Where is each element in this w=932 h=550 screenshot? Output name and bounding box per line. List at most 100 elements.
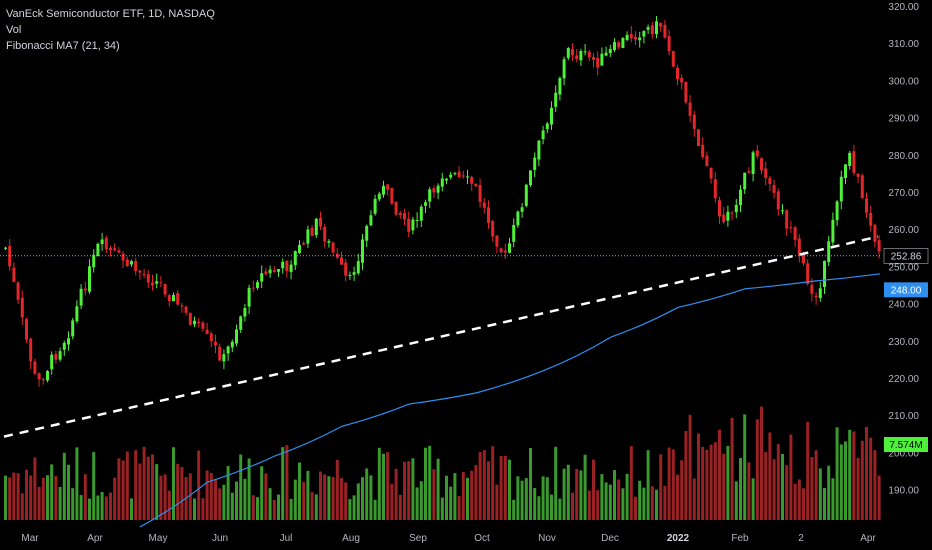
candle-body <box>373 198 377 214</box>
candle-body <box>491 220 495 237</box>
y-tick-label: 200.00 <box>888 448 919 459</box>
volume-bar <box>629 446 633 520</box>
volume-bar <box>512 499 516 520</box>
candle-body <box>688 102 692 116</box>
volume-bar <box>230 492 234 520</box>
volume-bar <box>155 464 159 520</box>
candle-body <box>785 210 789 229</box>
candle-body <box>646 27 650 30</box>
dashed-trendline[interactable] <box>3 235 879 438</box>
candle-body <box>432 188 436 193</box>
volume-bar <box>478 452 482 520</box>
ma-indicator-label[interactable]: Fibonacci MA7 (21, 34) <box>6 40 120 52</box>
volume-bar <box>617 479 621 520</box>
candle-body <box>734 204 738 213</box>
candle-body <box>684 81 688 103</box>
candle-body <box>797 238 801 255</box>
volume-bar <box>67 464 70 520</box>
candle-body <box>104 237 108 250</box>
candle-body <box>503 250 507 253</box>
volume-bar <box>209 472 213 520</box>
volume-bar <box>117 458 121 520</box>
volume-bar <box>571 492 574 520</box>
volume-bar <box>869 437 873 520</box>
volume-bar <box>789 434 793 520</box>
candle-body <box>806 263 810 285</box>
candle-body <box>226 346 230 354</box>
volume-bar <box>92 452 96 520</box>
candle-body <box>352 272 356 275</box>
volume-bar <box>415 487 419 520</box>
volume-bar <box>75 447 79 520</box>
symbol-title[interactable]: VanEck Semiconductor ETF, 1D, NASDAQ <box>6 8 215 20</box>
candle-body <box>642 31 646 37</box>
volume-bar <box>600 474 604 520</box>
chart-legend: VanEck Semiconductor ETF, 1D, NASDAQ Vol… <box>6 6 215 54</box>
candle-body <box>239 316 243 330</box>
volume-bar <box>100 491 104 520</box>
volume-bar <box>172 447 175 520</box>
y-tick-label: 230.00 <box>888 337 919 348</box>
candle-body <box>151 282 154 286</box>
x-tick-label: May <box>149 533 168 544</box>
price-axis[interactable]: 190.00 200.00 210.00 220.00 230.00 240.00 250.… <box>888 2 919 497</box>
candle-body <box>848 152 852 166</box>
x-tick-label: 2022 <box>667 533 690 544</box>
volume-bar <box>125 451 129 520</box>
candle-body <box>117 250 121 253</box>
candle-body <box>428 189 432 202</box>
candle-body <box>71 320 75 337</box>
volume-bar <box>705 449 709 520</box>
candle-body <box>877 240 881 252</box>
volume-bar <box>176 463 180 520</box>
candle-body <box>142 274 146 276</box>
candle-body <box>827 241 831 263</box>
candle-body <box>407 218 411 232</box>
volume-bar <box>818 468 822 520</box>
volume-bar <box>71 488 75 520</box>
x-tick-label: Apr <box>87 533 103 544</box>
volume-bar <box>642 487 646 520</box>
volume-bar <box>667 447 671 520</box>
volume-bar <box>12 472 16 520</box>
candle-body <box>701 144 705 157</box>
volume-bar <box>541 476 545 520</box>
candle-body <box>562 59 566 79</box>
candle-body <box>29 338 33 362</box>
candle-body <box>814 295 818 298</box>
candle-body <box>411 219 415 231</box>
candle-body <box>218 346 222 361</box>
y-tick-label: 190.00 <box>888 486 919 497</box>
time-axis[interactable]: Mar Apr May Jun Jul Aug Sep Oct Nov Dec 2022 Feb 2 Ap… <box>21 533 876 544</box>
volume-bar <box>361 477 364 520</box>
candle-body <box>558 78 562 95</box>
volume-indicator-label[interactable]: Vol <box>6 24 22 36</box>
y-tick-label: 270.00 <box>888 188 919 199</box>
candle-body <box>743 172 747 190</box>
y-tick-label: 250.00 <box>888 262 919 273</box>
candle-body <box>327 241 331 243</box>
volume-bar <box>369 475 373 520</box>
candle-body <box>533 157 537 171</box>
candle-body <box>772 185 776 193</box>
volume-bar <box>671 449 675 520</box>
candle-body <box>718 200 721 217</box>
volume-bar <box>398 494 402 520</box>
volume-bar <box>684 430 688 520</box>
candle-body <box>79 288 83 306</box>
candle-body <box>54 353 58 360</box>
candle-body <box>281 261 285 269</box>
volume-bar <box>688 414 692 520</box>
volume-bar <box>802 488 805 520</box>
candle-body <box>730 212 734 214</box>
candle-body <box>323 227 327 242</box>
candle-body <box>247 287 251 307</box>
volume-bar <box>281 447 285 520</box>
volume-tag: 7.574M <box>889 440 922 451</box>
candle-body <box>596 57 600 68</box>
candle-body <box>37 373 41 380</box>
ma-price-tag: 248.00 <box>891 285 922 296</box>
x-tick-label: Oct <box>474 533 490 544</box>
y-tick-label: 290.00 <box>888 114 919 125</box>
